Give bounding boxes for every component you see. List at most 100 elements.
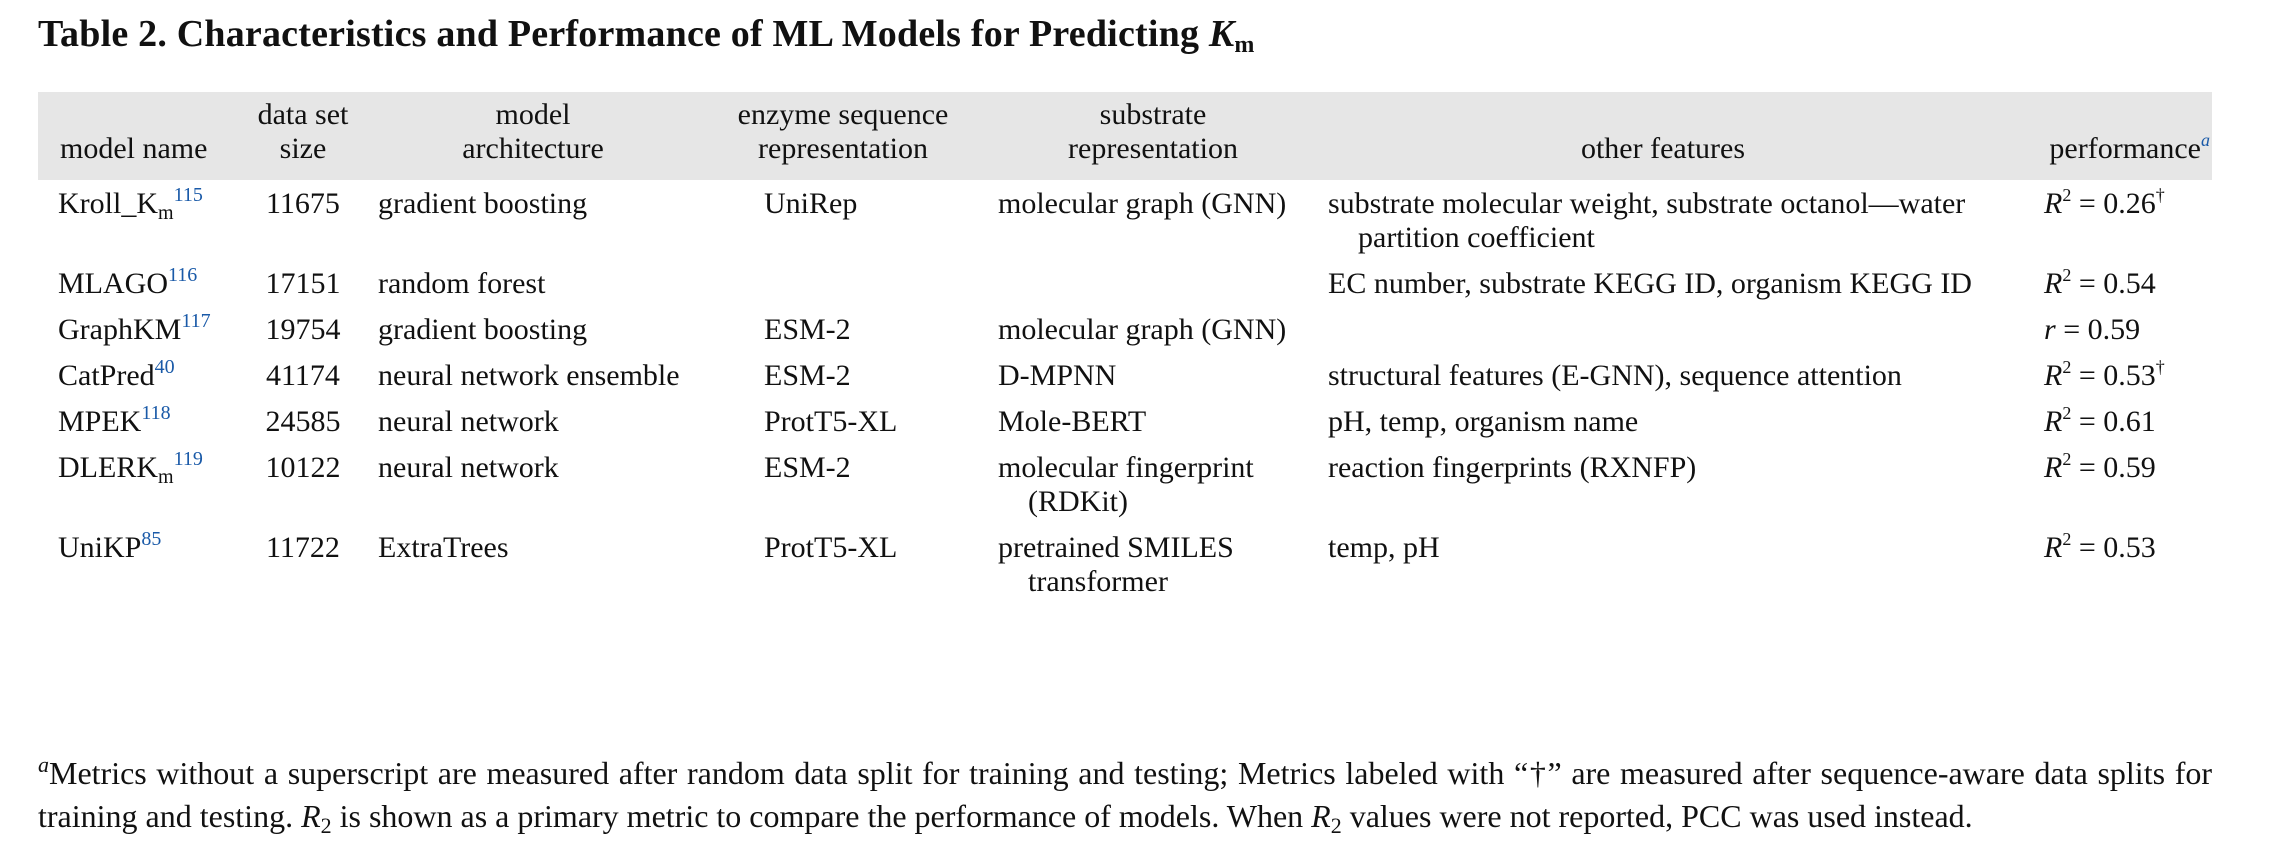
substrate-representation-text: pretrained SMILES transformer xyxy=(998,531,1234,598)
model-reference-link[interactable]: 115 xyxy=(173,184,203,206)
other-features-text: pH, temp, organism name xyxy=(1328,405,1639,438)
footnote-symbol-2-letter: R xyxy=(1311,798,1331,834)
cell-other-features: substrate molecular weight, substrate oc… xyxy=(1318,180,2008,264)
table-footnote: aMetrics without a superscript are measu… xyxy=(38,752,2212,838)
model-name: DLERK xyxy=(58,451,158,484)
cell-enzyme-representation: ESM-2 xyxy=(764,359,851,392)
cell-substrate-representation: Mole-BERT xyxy=(988,402,1318,448)
footnote-symbol-2-sub: 2 xyxy=(1330,813,1342,838)
footnote-text-2: is shown as a primary metric to compare … xyxy=(331,798,1312,834)
cell-performance: R2 = 0.61 xyxy=(2008,402,2212,448)
cell-model-name: MPEK118 xyxy=(38,402,238,448)
model-name: GraphKM xyxy=(58,313,182,346)
header-data-set-size-line1: data set xyxy=(257,98,349,131)
other-features-text: structural features (E-GNN), sequence at… xyxy=(1328,359,1902,392)
model-name: MLAGO xyxy=(58,267,168,300)
model-reference-link[interactable]: 116 xyxy=(168,264,198,286)
cell-model-name: UniKP85 xyxy=(38,528,238,608)
cell-model-architecture: random forest xyxy=(368,264,698,310)
header-substrate-representation: substrate representation xyxy=(988,92,1318,180)
performance-value: R2 = 0.61 xyxy=(2044,403,2156,439)
footnote-symbol-1-sub: 2 xyxy=(320,813,332,838)
cell-model-architecture: neural network xyxy=(368,448,698,528)
header-model-architecture-line2: architecture xyxy=(462,132,604,165)
model-reference-link[interactable]: 119 xyxy=(173,448,203,470)
header-other-features: other features xyxy=(1318,92,2008,180)
dagger-mark: † xyxy=(2155,185,2165,205)
metric-exponent: 2 xyxy=(2062,265,2072,285)
cell-model-name: Kroll_Km115 xyxy=(38,180,238,264)
performance-value: R2 = 0.26† xyxy=(2044,185,2165,221)
model-reference-link[interactable]: 118 xyxy=(141,402,171,424)
footnote-text-1: Metrics without a superscript are measur… xyxy=(38,755,2212,834)
model-name: UniKP xyxy=(58,531,142,564)
table-body: Kroll_Km115 11675 gradient boosting UniR… xyxy=(38,180,2212,608)
model-name: MPEK xyxy=(58,405,142,438)
model-reference-link[interactable]: 117 xyxy=(181,310,211,332)
metric-value: = 0.59 xyxy=(2071,451,2156,484)
model-architecture-text: neural network xyxy=(378,405,559,438)
metric-exponent: 2 xyxy=(2062,185,2072,205)
metric-exponent: 2 xyxy=(2062,449,2072,469)
metric-symbol: R xyxy=(2044,359,2063,392)
header-data-set-size: data set size xyxy=(238,92,368,180)
header-performance: performancea xyxy=(2008,92,2212,180)
cell-data-set-size: 24585 xyxy=(265,405,341,438)
header-row: model name data set size model architectur… xyxy=(38,92,2212,180)
table-row: CatPred40 41174 neural network ensemble … xyxy=(38,356,2212,402)
cell-model-architecture: gradient boosting xyxy=(368,180,698,264)
model-reference-link[interactable]: 85 xyxy=(141,528,162,550)
metric-value: = 0.53 xyxy=(2071,531,2156,564)
substrate-representation-text: molecular graph (GNN) xyxy=(998,187,1287,220)
cell-model-architecture: neural network xyxy=(368,402,698,448)
cell-model-name: DLERKm119 xyxy=(38,448,238,528)
metric-symbol: R xyxy=(2044,267,2063,300)
header-substrate-representation-line1: substrate xyxy=(1099,98,1207,131)
footnote-symbol-2: R2 xyxy=(1311,798,1342,837)
metric-symbol: R xyxy=(2044,451,2063,484)
header-enzyme-representation-line1: enzyme sequence xyxy=(737,98,949,131)
metric-value: = 0.26 xyxy=(2071,187,2156,220)
table-row: DLERKm119 10122 neural network ESM-2 mol… xyxy=(38,448,2212,528)
substrate-representation-text: D-MPNN xyxy=(998,359,1117,392)
model-architecture-text: gradient boosting xyxy=(378,187,588,220)
cell-substrate-representation: pretrained SMILES transformer xyxy=(988,528,1318,608)
model-reference-link[interactable]: 40 xyxy=(154,356,175,378)
footnote-marker: a xyxy=(38,752,49,777)
metric-symbol: R xyxy=(2044,531,2063,564)
header-enzyme-representation: enzyme sequence representation xyxy=(698,92,988,180)
footnote-text-3: values were not reported, PCC was used i… xyxy=(1341,798,1973,834)
header-performance-label: performance xyxy=(2049,132,2201,165)
cell-other-features xyxy=(1318,310,2008,356)
cell-enzyme-representation: UniRep xyxy=(764,187,858,220)
dagger-mark: † xyxy=(2155,357,2165,377)
cell-substrate-representation: D-MPNN xyxy=(988,356,1318,402)
model-name: CatPred xyxy=(58,359,155,392)
performance-footnote-marker[interactable]: a xyxy=(2201,130,2210,150)
metric-value: = 0.53 xyxy=(2071,359,2156,392)
cell-model-name: GraphKM117 xyxy=(38,310,238,356)
header-data-set-size-line2: size xyxy=(279,132,327,165)
caption-label: Table 2. Characteristics and Performance… xyxy=(38,13,1209,55)
other-features-text: substrate molecular weight, substrate oc… xyxy=(1328,187,1966,254)
model-architecture-text: random forest xyxy=(378,267,546,300)
models-table: model name data set size model architectur… xyxy=(38,92,2212,608)
model-architecture-text: ExtraTrees xyxy=(378,531,509,564)
cell-other-features: reaction fingerprints (RXNFP) xyxy=(1318,448,2008,528)
metric-value: = 0.54 xyxy=(2071,267,2156,300)
footnote-symbol-1: R2 xyxy=(301,798,332,837)
metric-exponent: 2 xyxy=(2062,403,2072,423)
cell-enzyme-representation: ESM-2 xyxy=(764,313,851,346)
header-substrate-representation-line2: representation xyxy=(1068,132,1238,165)
cell-data-set-size: 17151 xyxy=(265,267,341,300)
model-architecture-text: neural network ensemble xyxy=(378,359,680,392)
cell-model-architecture: gradient boosting xyxy=(368,310,698,356)
cell-other-features: structural features (E-GNN), sequence at… xyxy=(1318,356,2008,402)
performance-value: r = 0.59 xyxy=(2044,313,2140,347)
model-architecture-text: neural network xyxy=(378,451,559,484)
table-row: GraphKM117 19754 gradient boosting ESM-2… xyxy=(38,310,2212,356)
header-enzyme-representation-line2: representation xyxy=(758,132,928,165)
cell-data-set-size: 11675 xyxy=(266,187,340,220)
other-features-text: temp, pH xyxy=(1328,531,1440,564)
model-name-subscript: m xyxy=(158,202,174,224)
